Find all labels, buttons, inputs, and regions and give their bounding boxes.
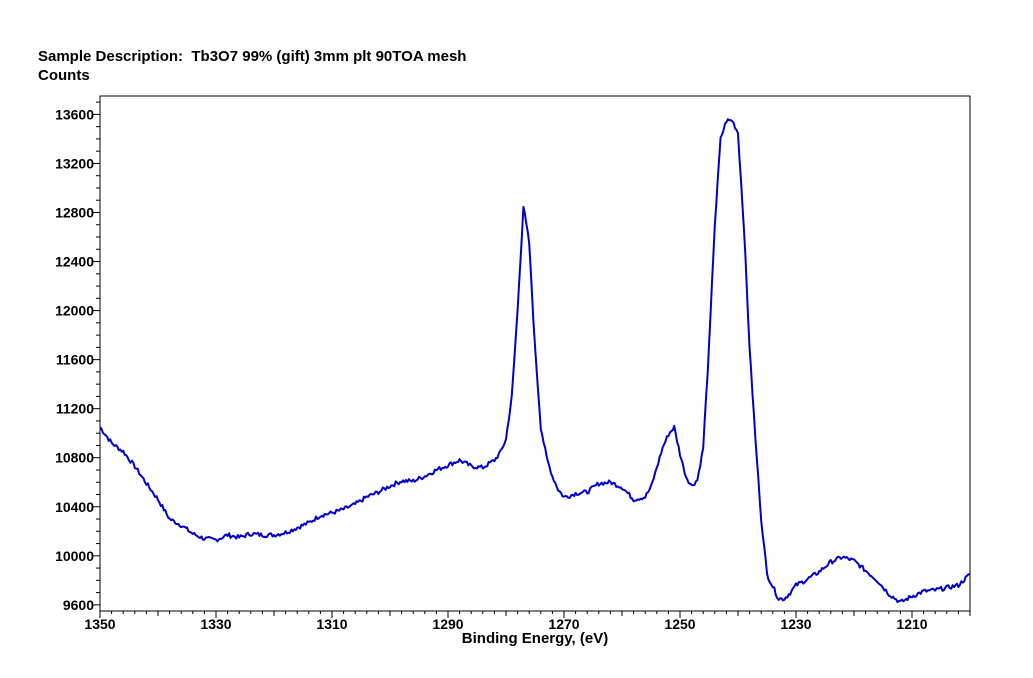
x-tick-label: 1210 <box>896 616 927 632</box>
y-tick-label: 13600 <box>55 106 94 122</box>
y-tick-label: 10000 <box>55 548 94 564</box>
x-axis-title: Binding Energy, (eV) <box>462 630 608 647</box>
spectrum-line <box>99 118 970 604</box>
y-tick-label: 13200 <box>55 155 94 171</box>
y-tick-label: 10400 <box>55 499 94 515</box>
x-tick-label: 1290 <box>432 616 463 632</box>
sample-description-value: Tb3O7 99% (gift) 3mm plt 90TOA mesh <box>191 48 467 65</box>
y-tick-label: 11200 <box>56 401 94 417</box>
x-axis: 1350 1330 1310 1290 1270 1250 1230 1210 <box>84 611 971 632</box>
y-tick-label: 11600 <box>56 352 94 368</box>
y-tick-label: 12800 <box>55 204 94 220</box>
y-tick-label: 9600 <box>63 597 94 613</box>
plot-frame <box>99 95 971 612</box>
x-tick-label: 1250 <box>664 616 695 632</box>
x-tick-label: 1330 <box>200 616 231 632</box>
x-tick-label: 1350 <box>84 616 115 632</box>
sample-description-label: Sample Description: <box>38 48 184 65</box>
x-tick-label: 1230 <box>780 616 811 632</box>
y-tick-label: 10800 <box>55 450 94 466</box>
y-axis: 9600 10000 10400 10800 11200 11600 12000 12400 1… <box>55 101 100 613</box>
y-axis-title: Counts <box>38 67 90 84</box>
sample-description: Sample Description: Tb3O7 99% (gift) 3mm… <box>38 48 466 65</box>
y-tick-label: 12400 <box>55 254 94 270</box>
x-tick-label: 1310 <box>316 616 347 632</box>
x-tick-label: 1270 <box>548 616 579 632</box>
y-tick-label: 12000 <box>55 303 94 319</box>
